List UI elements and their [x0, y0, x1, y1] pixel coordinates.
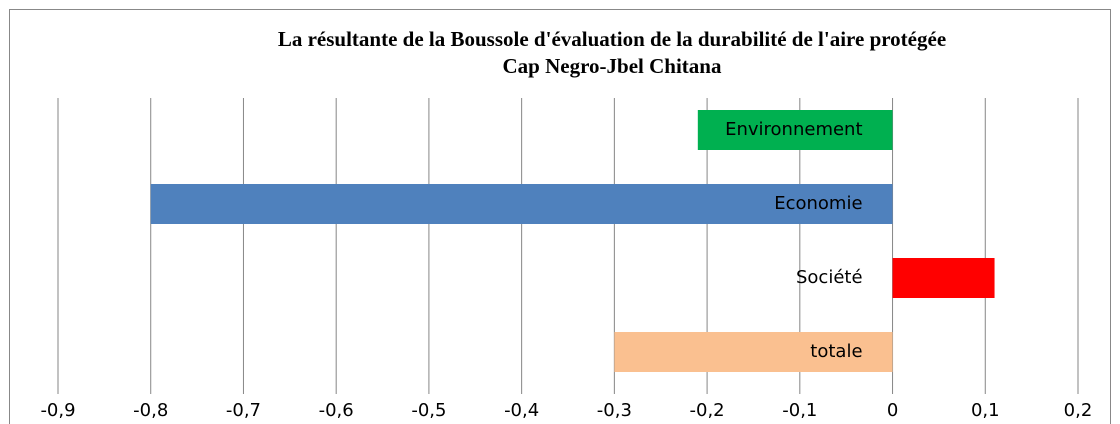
x-tick-label: -0,7	[226, 400, 261, 421]
bar	[614, 332, 893, 372]
x-tick-label: 0,1	[971, 400, 1000, 421]
x-tick-label: 0	[887, 400, 898, 421]
x-tick-label: -0,6	[319, 400, 354, 421]
chart-title: Cap Negro-Jbel Chitana	[503, 54, 722, 78]
category-label: Environnement	[725, 119, 862, 140]
bar	[697, 110, 893, 150]
x-tick-label: -0,3	[597, 400, 632, 421]
x-tick-label: -0,1	[782, 400, 817, 421]
category-label: Economie	[774, 193, 862, 214]
x-tick-label: -0,9	[40, 400, 75, 421]
bar	[892, 258, 995, 298]
bar	[150, 184, 893, 224]
x-tick-label: -0,2	[690, 400, 725, 421]
x-tick-label: -0,5	[411, 400, 446, 421]
category-label: Société	[796, 267, 863, 288]
x-tick-label: -0,4	[504, 400, 539, 421]
chart-title: La résultante de la Boussole d'évaluatio…	[278, 27, 946, 51]
x-tick-label: 0,2	[1064, 400, 1093, 421]
category-label: totale	[810, 341, 862, 362]
x-tick-label: -0,8	[133, 400, 168, 421]
